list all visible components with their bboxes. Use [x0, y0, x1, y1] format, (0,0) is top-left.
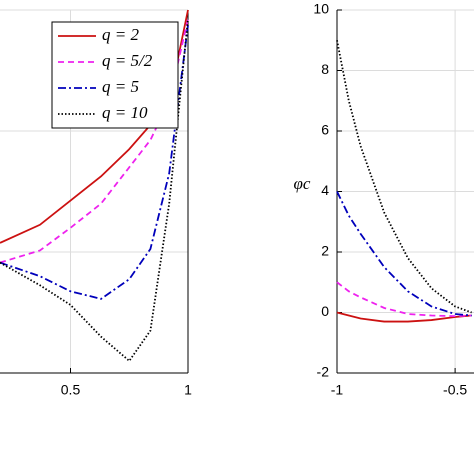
- series-line: [336, 311, 472, 323]
- legend-label: q = 5/2: [102, 51, 153, 70]
- y-tick-label: 8: [321, 61, 329, 77]
- y-tick-label: 6: [321, 122, 329, 138]
- legend-label: q = 5: [102, 77, 139, 96]
- y-axis-label: φc: [294, 174, 311, 193]
- y-tick-label: 2: [321, 243, 329, 259]
- x-tick-label: -1: [331, 382, 344, 398]
- x-tick-label: -0.5: [443, 382, 467, 398]
- legend-label: q = 2: [102, 25, 139, 44]
- series-line: [336, 281, 472, 318]
- x-tick-label: 0.5: [61, 382, 81, 398]
- series-line: [336, 191, 472, 317]
- x-tick-label: 1: [184, 382, 192, 398]
- series-line: [0, 18, 189, 363]
- y-tick-label: -2: [317, 364, 330, 380]
- series-line: [0, 25, 189, 300]
- y-tick-label: 4: [321, 182, 329, 198]
- y-tick-label: 10: [313, 1, 329, 17]
- legend-box: [51, 21, 179, 129]
- y-tick-label: 0: [321, 303, 329, 319]
- series-line: [336, 40, 472, 314]
- legend-label: q = 10: [102, 103, 148, 122]
